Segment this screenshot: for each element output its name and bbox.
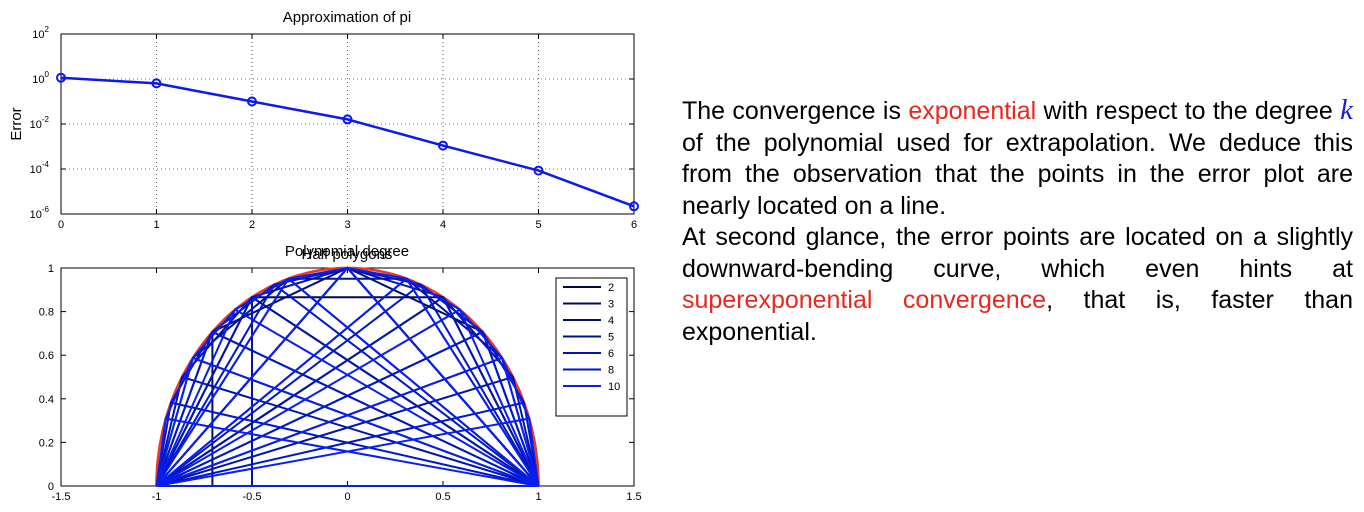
y-tick-label: 0.4 — [39, 394, 54, 406]
error-point — [438, 140, 448, 151]
half-polygons-frame — [60, 267, 635, 487]
legend-label: 4 — [608, 315, 614, 327]
error-series-markers — [56, 72, 639, 212]
variable-k: k — [1340, 94, 1353, 126]
error-chart-ylabel: Error — [8, 107, 25, 140]
half-polygons-y-tick-labels: 0 0.2 0.4 0.6 0.8 1 — [39, 263, 54, 493]
legend-label: 10 — [608, 381, 620, 393]
y-tick-label: 1 — [48, 263, 54, 275]
x-tick-label: 0 — [344, 491, 350, 503]
y-tick-label: 100 — [32, 70, 49, 86]
text-part-4: At second glance, the error points are l… — [682, 223, 1353, 283]
legend-label: 2 — [608, 282, 614, 294]
error-point — [56, 72, 66, 83]
x-tick-label: 2 — [249, 219, 255, 231]
legend-label: 5 — [608, 332, 614, 344]
half-polygons-legend: 2 3 4 5 6 8 10 — [555, 277, 628, 417]
half-polygon-lines — [155, 266, 540, 487]
highlight-superexponential: superexponential convergence — [682, 286, 1047, 314]
polygon-series-3 — [155, 295, 540, 487]
y-tick-label: 102 — [32, 25, 49, 41]
y-tick-label: 0.2 — [39, 437, 54, 449]
error-point — [342, 114, 353, 125]
x-tick-label: 0.5 — [435, 491, 450, 503]
legend-box — [555, 277, 628, 417]
x-tick-label: 0 — [58, 219, 64, 231]
half-polygons-ticks — [60, 267, 635, 487]
y-tick-label: 10-2 — [30, 115, 50, 131]
text-part-1: The convergence is — [682, 97, 901, 125]
legend-label: 8 — [608, 365, 614, 377]
error-point — [151, 78, 162, 89]
error-chart-title: Approximation of pi — [283, 9, 411, 26]
y-tick-label: 0.8 — [39, 307, 54, 319]
explanation-paragraph: The convergence is exponential with resp… — [682, 94, 1353, 348]
text-part-2: with respect to the degree — [1043, 97, 1333, 125]
legend-label: 6 — [608, 348, 614, 360]
text-part-5: , that is, faster than exponential. — [682, 286, 1353, 346]
y-tick-label: 0 — [48, 481, 54, 493]
x-tick-label: -1 — [152, 491, 162, 503]
y-tick-label: 10-6 — [30, 205, 50, 221]
x-tick-label: 1.5 — [626, 491, 641, 503]
error-point — [533, 165, 544, 176]
x-tick-label: 1 — [535, 491, 541, 503]
half-polygons-chart: Half polygons -1.5 -1 -0.5 0 0.5 1 1.5 0 0.2 0.4… — [39, 246, 642, 503]
error-point — [629, 201, 639, 212]
error-chart-y-tick-labels: 102 100 10-2 10-4 10-6 — [30, 25, 50, 221]
error-point — [247, 96, 257, 107]
x-tick-label: 5 — [535, 219, 541, 231]
polygon-series-5 — [155, 277, 540, 487]
error-series-line — [60, 76, 635, 208]
half-polygons-x-tick-labels: -1.5 -1 -0.5 0 0.5 1 1.5 — [52, 491, 642, 503]
x-tick-label: 4 — [440, 219, 446, 231]
x-tick-label: 1 — [153, 219, 159, 231]
half-polygons-title: Half polygons — [302, 246, 393, 263]
polygon-series-10 — [155, 266, 540, 487]
highlight-exponential: exponential — [908, 97, 1037, 125]
text-part-3: of the polynomial used for extrapolation… — [682, 128, 1353, 220]
error-chart-x-tick-labels: 0 1 2 3 4 5 6 — [58, 219, 637, 231]
error-chart-xlabel: Polynomial degree — [285, 243, 409, 260]
x-tick-label: -1.5 — [52, 491, 71, 503]
legend-label: 3 — [608, 299, 614, 311]
y-tick-label: 0.6 — [39, 350, 54, 362]
y-tick-label: 10-4 — [30, 160, 50, 176]
x-tick-label: 3 — [344, 219, 350, 231]
x-tick-label: 6 — [631, 219, 637, 231]
x-tick-label: -0.5 — [243, 491, 262, 503]
